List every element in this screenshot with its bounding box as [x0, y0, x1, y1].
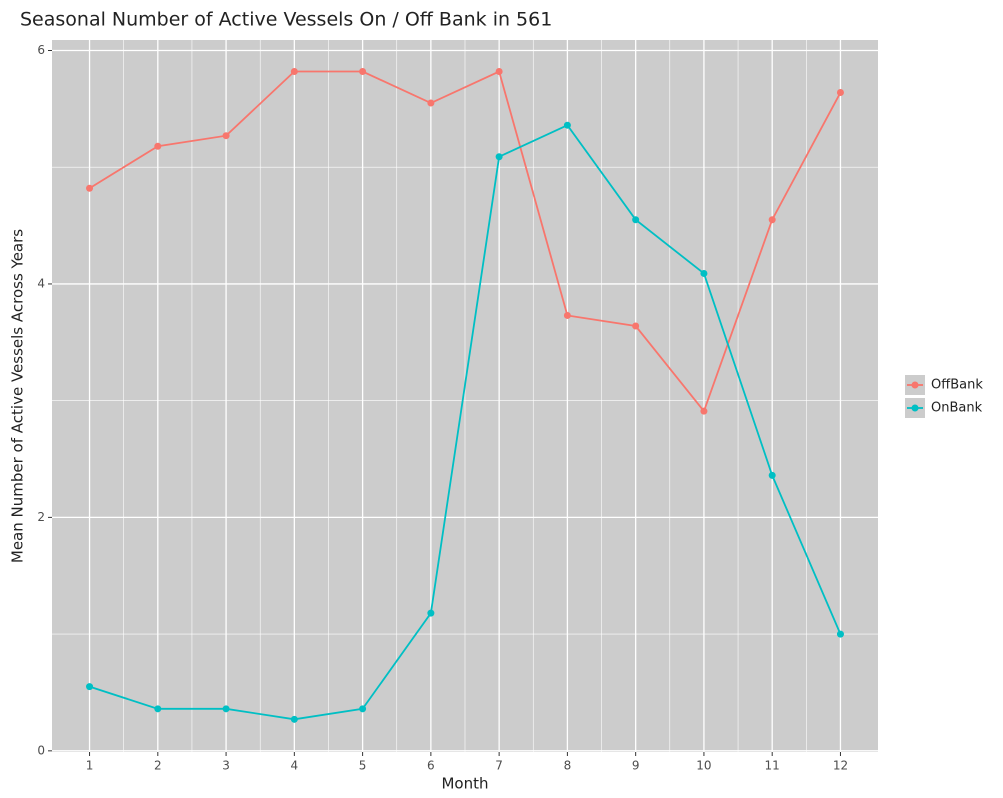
x-tick-label: 5 [359, 759, 367, 773]
legend-label: OnBank [931, 401, 983, 416]
data-point [222, 705, 230, 713]
x-tick-label: 9 [632, 759, 640, 773]
x-tick-label: 2 [154, 759, 162, 773]
legend-label: OffBank [931, 378, 983, 393]
y-tick-label: 6 [37, 43, 45, 57]
data-point [495, 68, 503, 76]
data-point [836, 89, 844, 97]
data-point [427, 609, 435, 617]
data-point [700, 407, 708, 415]
data-point [290, 715, 298, 723]
series-line [89, 70, 842, 413]
legend-point [911, 381, 919, 389]
x-tick-label: 10 [696, 759, 711, 773]
x-tick-label: 8 [564, 759, 572, 773]
y-tick-label: 0 [37, 743, 45, 757]
data-point [632, 322, 640, 330]
data-point [290, 68, 298, 76]
data-point [154, 142, 162, 150]
data-point [359, 705, 367, 713]
y-axis-label: Mean Number of Active Vessels Across Yea… [9, 229, 27, 563]
y-tick-label: 4 [37, 276, 45, 290]
data-point [563, 121, 571, 129]
data-point [700, 269, 708, 277]
x-tick-label: 6 [427, 759, 435, 773]
data-point [359, 68, 367, 76]
data-point [222, 132, 230, 140]
data-point [86, 683, 94, 691]
x-tick-label: 11 [765, 759, 780, 773]
legend-point [911, 404, 919, 412]
data-point [154, 705, 162, 713]
x-tick-label: 3 [222, 759, 230, 773]
x-tick-label: 4 [291, 759, 299, 773]
x-tick-label: 12 [833, 759, 848, 773]
series-line [89, 124, 842, 721]
data-point [836, 630, 844, 638]
data-point [563, 311, 571, 319]
data-point [427, 99, 435, 107]
data-point [768, 471, 776, 479]
data-point [86, 184, 94, 192]
chart-title: Seasonal Number of Active Vessels On / O… [20, 9, 552, 31]
x-tick-label: 7 [495, 759, 503, 773]
data-point [632, 216, 640, 224]
data-point [768, 216, 776, 224]
y-tick-label: 2 [37, 510, 45, 524]
x-tick-label: 1 [86, 759, 94, 773]
x-axis-label: Month [441, 775, 488, 793]
data-point [495, 153, 503, 161]
